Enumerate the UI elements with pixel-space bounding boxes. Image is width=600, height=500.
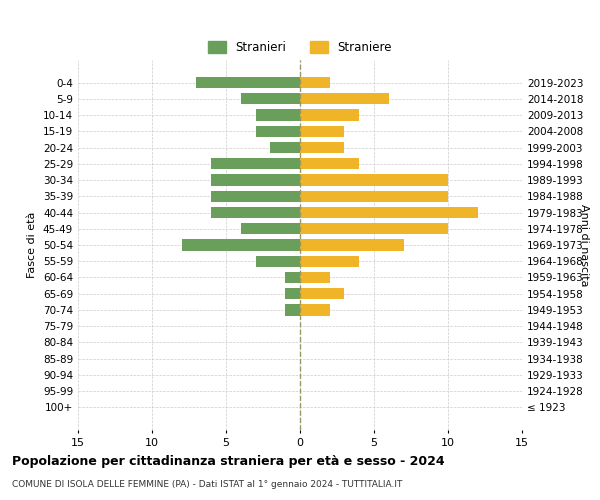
Bar — [300, 126, 344, 137]
Bar — [285, 304, 300, 316]
Bar — [196, 77, 300, 88]
Bar — [241, 93, 300, 104]
Bar — [300, 272, 329, 283]
Bar — [300, 77, 329, 88]
Bar — [300, 223, 448, 234]
Bar — [211, 190, 300, 202]
Text: Popolazione per cittadinanza straniera per età e sesso - 2024: Popolazione per cittadinanza straniera p… — [12, 455, 445, 468]
Bar — [285, 288, 300, 300]
Bar — [211, 158, 300, 170]
Bar — [256, 126, 300, 137]
Legend: Stranieri, Straniere: Stranieri, Straniere — [203, 36, 397, 59]
Bar — [300, 158, 359, 170]
Bar — [300, 93, 389, 104]
Bar — [285, 272, 300, 283]
Bar — [211, 207, 300, 218]
Bar — [300, 190, 448, 202]
Bar — [241, 223, 300, 234]
Y-axis label: Fasce di età: Fasce di età — [28, 212, 37, 278]
Bar — [300, 174, 448, 186]
Bar — [300, 110, 359, 120]
Bar — [300, 142, 344, 153]
Bar — [300, 304, 329, 316]
Bar — [256, 256, 300, 267]
Y-axis label: Anni di nascita: Anni di nascita — [579, 204, 589, 286]
Bar — [300, 207, 478, 218]
Bar — [271, 142, 300, 153]
Bar — [182, 240, 300, 250]
Bar — [256, 110, 300, 120]
Bar — [300, 288, 344, 300]
Bar — [211, 174, 300, 186]
Bar — [300, 240, 404, 250]
Text: COMUNE DI ISOLA DELLE FEMMINE (PA) - Dati ISTAT al 1° gennaio 2024 - TUTTITALIA.: COMUNE DI ISOLA DELLE FEMMINE (PA) - Dat… — [12, 480, 403, 489]
Bar — [300, 256, 359, 267]
